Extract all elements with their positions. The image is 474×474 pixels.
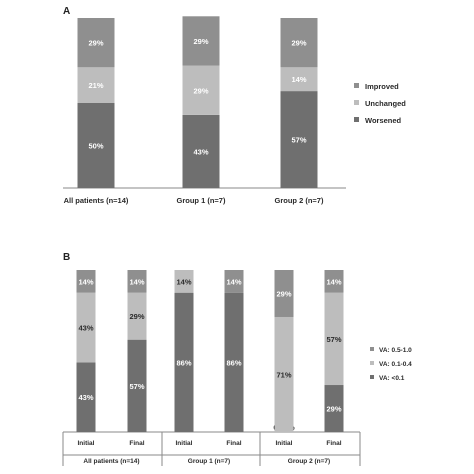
bar-label-group-2-n-7-final: Final xyxy=(326,440,341,447)
bar-b-1-va-0-1-0-4 xyxy=(127,292,147,340)
legend-swatch-va-0-1 xyxy=(370,375,374,379)
bar-a-all-patients-n-14-unchanged xyxy=(77,67,115,103)
data-label-a-group-2-n-7-improved: 29% xyxy=(291,39,306,48)
bar-a-group-1-n-7-improved xyxy=(182,16,220,66)
group-label-group-1-n-7: Group 1 (n=7) xyxy=(188,458,230,465)
bar-b-4-va-0-1-0-4 xyxy=(274,316,294,432)
bar-label-group-2-n-7-initial: Initial xyxy=(276,440,293,447)
bar-b-4-va-0-5-1-0 xyxy=(274,270,294,317)
data-label-a-group-2-n-7-worsened: 57% xyxy=(291,136,306,145)
data-label-a-group-1-n-7-worsened: 43% xyxy=(193,147,208,156)
panel-b-letter: B xyxy=(63,252,70,263)
panel-b-bars: 43%43%14%57%29%14%86%14%86%14%0.00%71%29… xyxy=(76,270,344,432)
category-label-group-2-n-7: Group 2 (n=7) xyxy=(275,196,324,205)
data-label-a-all-patients-n-14-improved: 29% xyxy=(88,39,103,48)
bar-label-all-patients-n-14-final: Final xyxy=(129,440,144,447)
data-label-a-group-2-n-7-unchanged: 14% xyxy=(291,75,306,84)
data-label-b-3-va-0-5-1-0: 14% xyxy=(226,277,241,286)
bar-b-5-va-0-1-0-4 xyxy=(324,292,344,386)
bar-label-group-1-n-7-final: Final xyxy=(226,440,241,447)
bar-b-1-va-0-5-1-0 xyxy=(127,270,147,293)
data-label-b-1-va-0-1-0-4: 29% xyxy=(129,312,144,321)
legend-swatch-worsened xyxy=(354,117,359,122)
data-label-b-4-va-0-5-1-0: 29% xyxy=(276,289,291,298)
data-label-b-5-va-0-1-0-4: 57% xyxy=(326,335,341,344)
data-label-b-5-va-0-5-1-0: 14% xyxy=(326,277,341,286)
group-label-group-2-n-7: Group 2 (n=7) xyxy=(288,458,330,465)
panel-a-legend: Improved Unchanged Worsened xyxy=(354,82,406,125)
bar-a-group-2-n-7-unchanged xyxy=(280,67,318,92)
data-label-b-0-va-0-1-0-4: 43% xyxy=(78,324,93,333)
data-label-a-group-1-n-7-unchanged: 29% xyxy=(193,86,208,95)
legend-swatch-improved xyxy=(354,83,359,88)
data-label-b-2-va-0-1: 86% xyxy=(176,358,191,367)
data-label-a-group-1-n-7-improved: 29% xyxy=(193,37,208,46)
legend-label-va-0-1: VA: <0.1 xyxy=(379,375,405,382)
data-label-b-0-va-0-1: 43% xyxy=(78,393,93,402)
bar-b-5-va-0-5-1-0 xyxy=(324,270,344,293)
bar-b-2-va-0-1-0-4 xyxy=(174,270,194,293)
bar-b-5-va-0-1 xyxy=(324,385,344,432)
bar-a-group-2-n-7-improved xyxy=(280,18,318,68)
group-label-all-patients-n-14: All patients (n=14) xyxy=(83,458,139,465)
data-label-b-2-va-0-1-0-4: 14% xyxy=(176,277,191,286)
category-label-all-patients-n-14: All patients (n=14) xyxy=(64,196,129,205)
data-label-a-all-patients-n-14-unchanged: 21% xyxy=(88,81,103,90)
data-label-b-1-va-0-5-1-0: 14% xyxy=(129,277,144,286)
legend-label-va-0-1-0-4: VA: 0.1-0.4 xyxy=(379,361,412,368)
bar-label-all-patients-n-14-initial: Initial xyxy=(78,440,95,447)
panel-b: B 43%43%14%57%29%14%86%14%86%14%0.00%71%… xyxy=(62,252,412,466)
legend-label-worsened: Worsened xyxy=(365,116,402,125)
bar-b-3-va-0-5-1-0 xyxy=(224,270,244,293)
bar-a-all-patients-n-14-improved xyxy=(77,18,115,68)
bar-b-3-va-0-1 xyxy=(224,292,244,432)
bar-a-all-patients-n-14-worsened xyxy=(77,103,115,188)
data-label-a-all-patients-n-14-worsened: 50% xyxy=(88,142,103,151)
bar-a-group-1-n-7-unchanged xyxy=(182,65,220,115)
legend-swatch-va-0-1-0-4 xyxy=(370,361,374,365)
legend-label-improved: Improved xyxy=(365,82,399,91)
panel-a-letter: A xyxy=(63,6,70,17)
category-label-group-1-n-7: Group 1 (n=7) xyxy=(177,196,226,205)
data-label-b-5-va-0-1: 29% xyxy=(326,405,341,414)
legend-label-unchanged: Unchanged xyxy=(365,99,406,108)
bar-b-2-va-0-1 xyxy=(174,292,194,432)
data-label-b-3-va-0-1: 86% xyxy=(226,358,241,367)
panel-b-legend: VA: 0.5-1.0 VA: 0.1-0.4 VA: <0.1 xyxy=(370,347,412,382)
bar-b-0-va-0-5-1-0 xyxy=(76,270,96,293)
panel-a-category-labels: All patients (n=14) Group 1 (n=7) Group 2 … xyxy=(64,196,324,205)
legend-swatch-unchanged xyxy=(354,100,359,105)
bar-b-0-va-0-1 xyxy=(76,362,96,432)
panel-b-axis xyxy=(62,431,361,466)
data-label-b-1-va-0-1: 57% xyxy=(129,382,144,391)
data-label-b-0-va-0-5-1-0: 14% xyxy=(78,277,93,286)
bar-b-0-va-0-1-0-4 xyxy=(76,292,96,363)
panel-b-category-labels: Initial Final All patients (n=14) Initial Fi… xyxy=(78,440,342,465)
data-label-b-4-va-0-1-0-4: 71% xyxy=(276,370,291,379)
bar-a-group-2-n-7-worsened xyxy=(280,91,318,188)
legend-label-va-0-5-1-0: VA: 0.5-1.0 xyxy=(379,347,412,354)
bar-label-group-1-n-7-initial: Initial xyxy=(176,440,193,447)
panel-a-bars: 50% 21% 29% 43% 29% 29% 57% 14% 29% xyxy=(77,16,318,188)
legend-swatch-va-0-5-1-0 xyxy=(370,347,374,351)
bar-a-group-1-n-7-worsened xyxy=(182,114,220,188)
bar-b-1-va-0-1 xyxy=(127,339,147,432)
panel-a: A 50% 21% 29% 43% 29% 29% 57% 14% 29% All patien… xyxy=(63,6,406,205)
